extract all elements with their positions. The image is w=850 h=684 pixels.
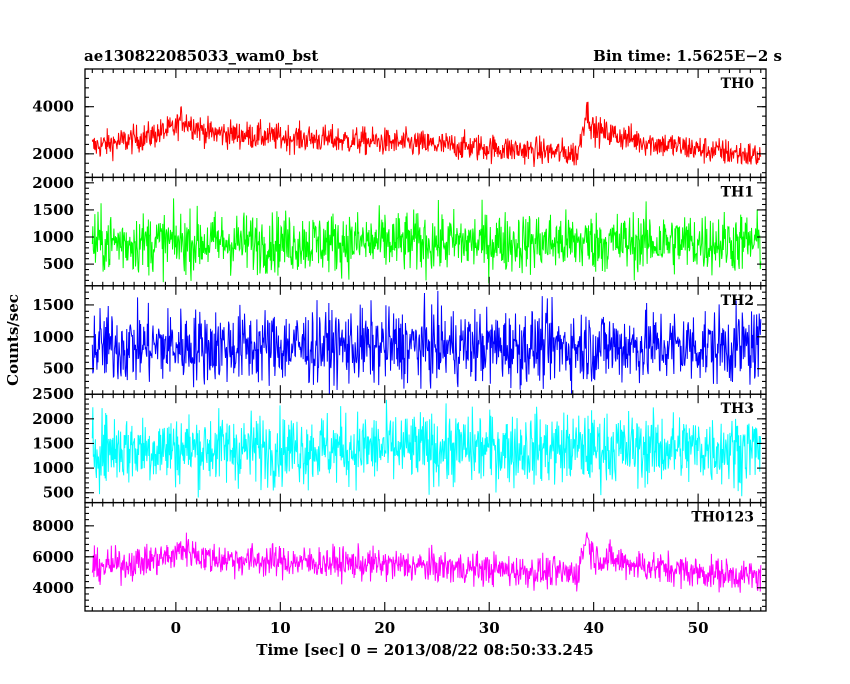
chart-title-right: Bin time: 1.5625E−2 s [593,47,782,65]
panel-label-th2: TH2 [721,293,754,309]
x-tick-label: 20 [374,619,395,637]
panel-label-th0: TH0 [721,76,755,92]
series-th2-line [91,290,762,395]
y-tick-label: 6000 [32,548,74,566]
series-th3-line [91,399,762,498]
panel-label-th1: TH1 [721,184,754,200]
y-tick-label: 2000 [32,174,74,192]
y-tick-label: 1000 [32,228,74,246]
x-tick-label: 0 [171,619,181,637]
panels-group: 2000 4000 TH0 500 1000 1500 2000 TH1 500 1000 1500… [32,68,767,612]
y-tick-label: 1500 [32,201,74,219]
x-tick-label: 40 [583,619,604,637]
y-tick-label: 1500 [32,296,74,314]
y-tick-label: 1000 [32,459,74,477]
y-tick-label: 1500 [32,434,74,452]
y-tick-label: 2000 [32,145,74,163]
series-th0123-line [91,532,762,593]
series-th1-line [91,198,762,284]
x-tick-label: 10 [270,619,291,637]
x-axis: 0 10 20 30 40 50 [171,619,709,637]
panel-th3: 500 1000 1500 2000 2500 TH3 [32,385,767,504]
y-axis-label: Counts/sec [4,294,22,386]
panel-th0123: 4000 6000 8000 TH0123 [32,501,767,612]
y-tick-label: 2000 [32,410,74,428]
series-th0-line [91,101,762,168]
y-tick-label: 4000 [32,98,74,116]
panel-label-th3: TH3 [721,401,754,417]
panel-label-th0123: TH0123 [691,510,754,526]
y-tick-label: 2500 [32,385,74,403]
y-tick-label: 500 [43,255,74,273]
y-tick-label: 500 [43,360,74,378]
x-tick-label: 50 [688,619,709,637]
panel-th1: 500 1000 1500 2000 TH1 [32,174,767,287]
chart-title-left: ae130822085033_wam0_bst [84,47,318,65]
panel-th0: 2000 4000 TH0 [32,68,767,179]
y-tick-label: 1000 [32,328,74,346]
y-tick-label: 8000 [32,517,74,535]
y-tick-label: 500 [43,484,74,502]
panel-th2: 500 1000 1500 TH2 [32,285,767,395]
x-axis-label: Time [sec] 0 = 2013/08/22 08:50:33.245 [256,641,593,659]
y-tick-label: 4000 [32,579,74,597]
x-tick-label: 30 [479,619,500,637]
